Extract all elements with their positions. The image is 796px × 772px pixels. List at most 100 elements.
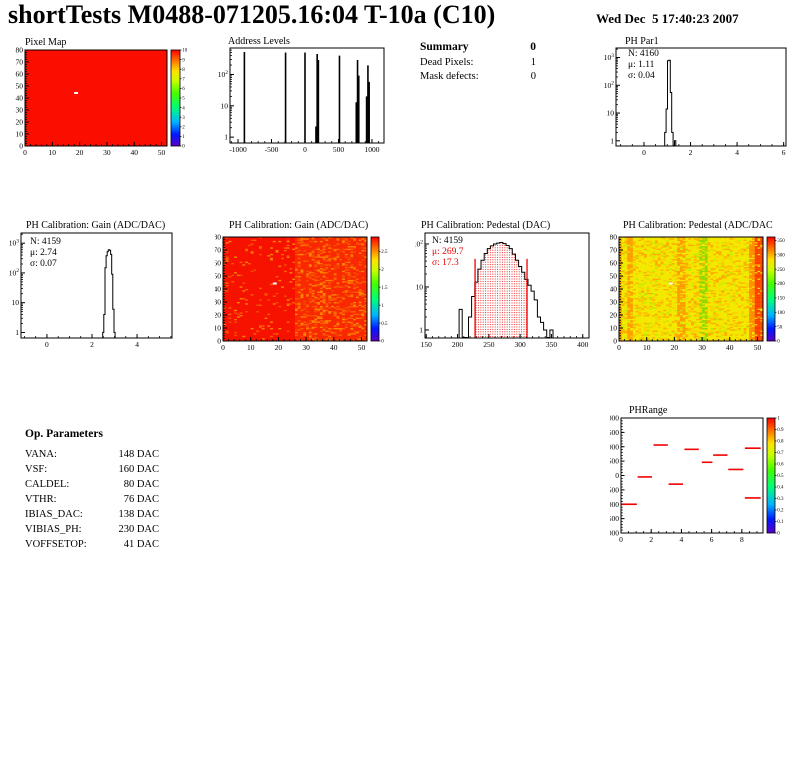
svg-text:1: 1	[182, 135, 185, 140]
pedestal-hist-chart: PH Calibration: Pedestal (DAC) N: 4159 μ…	[415, 218, 605, 355]
svg-text:4: 4	[135, 340, 139, 349]
svg-text:20: 20	[16, 118, 24, 127]
stat-sigma: σ: 0.04	[628, 71, 655, 81]
summary-title: Summary	[420, 41, 469, 53]
pixel-map-plot-area: 0 10 20 30 40 50 0 10 20 30 40 50 60 70 80 0 1 2 3 4 5 6 7 8 9 10	[16, 46, 188, 158]
dead-pixels-label: Dead Pixels:	[420, 57, 474, 68]
gain-hist-chart: PH Calibration: Gain (ADC/DAC) N: 4159 μ…	[0, 218, 200, 355]
svg-text:103: 103	[9, 238, 20, 247]
address-levels-chart: Address Levels 1 10 102 -1000 -500 0 500 1000	[200, 36, 400, 158]
svg-text:1: 1	[419, 325, 423, 334]
svg-text:20: 20	[275, 343, 283, 352]
svg-text:250: 250	[483, 340, 495, 349]
stat-mean: μ: 2.74	[30, 248, 57, 258]
op-param-value: 80 DAC	[123, 479, 159, 490]
gain-hist-stats-box: N: 4159 μ: 2.74 σ: 0.07	[30, 237, 61, 270]
op-parameters-panel: Op. Parameters VANA: 148 DAC VSF: 160 DA…	[25, 428, 159, 552]
svg-text:0: 0	[777, 532, 780, 537]
stat-mean: μ: 269.7	[432, 247, 464, 257]
svg-text:30: 30	[610, 298, 617, 307]
svg-text:0: 0	[221, 343, 225, 352]
svg-text:1.5: 1.5	[381, 286, 388, 291]
svg-text:8: 8	[740, 535, 744, 544]
svg-text:250: 250	[777, 268, 785, 273]
svg-text:30: 30	[16, 106, 24, 115]
svg-text:40: 40	[130, 148, 138, 157]
op-param-value: 76 DAC	[123, 494, 159, 505]
op-param-value: 148 DAC	[118, 449, 159, 460]
svg-text:7: 7	[182, 78, 185, 83]
op-param-row: IBIAS_DAC: 138 DAC	[25, 507, 159, 522]
svg-text:0.5: 0.5	[381, 322, 388, 327]
svg-text:200: 200	[452, 340, 464, 349]
svg-text:10: 10	[221, 101, 229, 110]
svg-text:0.3: 0.3	[777, 497, 784, 502]
svg-text:0: 0	[303, 145, 307, 154]
address-levels-title: Address Levels	[228, 36, 290, 47]
svg-text:4: 4	[680, 535, 684, 544]
svg-text:1000: 1000	[610, 500, 619, 509]
stat-entries: N: 4159	[432, 236, 463, 246]
pedestal-map-chart: PH Calibration: Pedestal (ADC/DAC 0 10 20 3…	[610, 218, 796, 355]
svg-text:-500: -500	[265, 145, 279, 154]
op-param-row: VOFFSETOP: 41 DAC	[25, 537, 159, 552]
svg-text:2.5: 2.5	[381, 250, 388, 255]
summary-row: Dead Pixels: 1	[420, 56, 536, 70]
svg-text:2: 2	[90, 340, 94, 349]
svg-text:350: 350	[546, 340, 558, 349]
svg-text:10: 10	[607, 109, 615, 118]
svg-text:150: 150	[777, 297, 785, 302]
svg-text:40: 40	[215, 285, 221, 294]
phrange-plot-area: 2000150010005000-5001000150020000246800.…	[610, 414, 784, 545]
svg-text:1500: 1500	[610, 428, 619, 437]
svg-text:40: 40	[330, 343, 338, 352]
svg-text:30: 30	[215, 298, 221, 307]
dead-pixels-value: 1	[530, 57, 536, 68]
svg-text:2: 2	[689, 148, 693, 157]
op-param-value: 138 DAC	[118, 509, 159, 520]
op-param-label: VSF:	[25, 464, 48, 475]
svg-text:50: 50	[16, 82, 24, 91]
svg-text:30: 30	[302, 343, 310, 352]
gain-hist-plot-area: 1 10 102 103 0 2 4	[9, 232, 173, 349]
op-parameters-title: Op. Parameters	[25, 428, 103, 440]
svg-text:50: 50	[215, 272, 221, 281]
gain-map-plot-area: 0 10 20 30 40 50 0 10 20 30 40 50 60 70 80 0 0.5 1 1.5 2 2.5	[215, 233, 388, 353]
svg-text:0: 0	[45, 340, 49, 349]
svg-text:60: 60	[215, 259, 221, 268]
svg-text:0.1: 0.1	[777, 520, 784, 525]
svg-text:50: 50	[358, 343, 366, 352]
svg-text:10: 10	[182, 49, 188, 54]
summary-panel: Summary 0 Dead Pixels: 1 Mask defects: 0	[420, 41, 536, 84]
svg-text:0.2: 0.2	[777, 509, 784, 514]
svg-text:0.4: 0.4	[777, 486, 784, 491]
svg-text:0: 0	[23, 148, 27, 157]
svg-text:0: 0	[182, 145, 185, 150]
gain-map-title: PH Calibration: Gain (ADC/DAC)	[229, 220, 369, 231]
pedestal-hist-title: PH Calibration: Pedestal (DAC)	[421, 220, 551, 231]
op-param-row: VANA: 148 DAC	[25, 447, 159, 462]
svg-text:40: 40	[726, 343, 734, 352]
svg-text:6: 6	[182, 87, 185, 92]
op-param-label: VANA:	[25, 449, 57, 460]
svg-text:20: 20	[671, 343, 679, 352]
svg-text:102: 102	[415, 239, 423, 248]
svg-text:400: 400	[577, 340, 589, 349]
pixel-map-chart: Pixel Map 0 10 20 30 40 50 0 10 20 30 40 50 60 70 80 0 1…	[0, 36, 200, 158]
svg-text:4: 4	[182, 106, 185, 111]
svg-text:20: 20	[215, 311, 221, 320]
svg-text:102: 102	[218, 70, 229, 79]
svg-text:1: 1	[777, 417, 780, 422]
svg-text:-1000: -1000	[229, 145, 247, 154]
summary-title-value: 0	[530, 41, 536, 53]
op-param-value: 41 DAC	[123, 539, 159, 550]
svg-text:10: 10	[643, 343, 651, 352]
svg-text:350: 350	[777, 239, 785, 244]
svg-text:50: 50	[777, 325, 783, 330]
svg-text:20: 20	[76, 148, 84, 157]
svg-text:10: 10	[247, 343, 255, 352]
svg-text:50: 50	[158, 148, 166, 157]
svg-text:50: 50	[754, 343, 762, 352]
phrange-title: PHRange	[629, 405, 668, 416]
svg-text:80: 80	[16, 46, 24, 55]
